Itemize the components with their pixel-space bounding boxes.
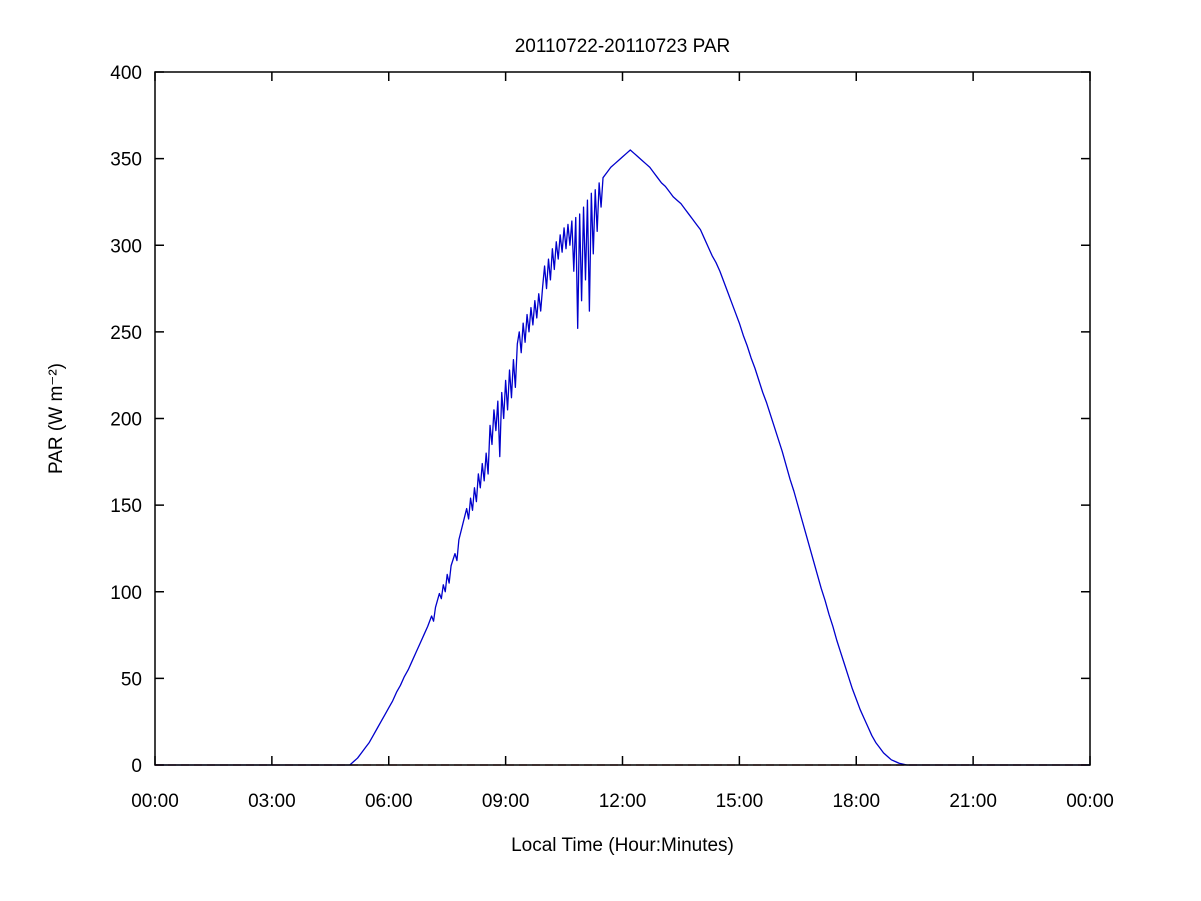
x-tick-label: 18:00 (832, 791, 880, 812)
x-tick-label: 12:00 (599, 791, 647, 812)
y-tick-label: 350 (110, 150, 142, 171)
plot-frame (154, 71, 1091, 766)
y-tick-label: 400 (110, 63, 142, 84)
x-tick-label: 03:00 (248, 791, 296, 812)
y-tick-label: 150 (110, 496, 142, 517)
x-axis-label: Local Time (Hour:Minutes) (511, 835, 734, 856)
y-tick-label: 100 (110, 583, 142, 604)
y-tick-label: 0 (131, 756, 142, 777)
plot-background (155, 72, 1090, 765)
x-tick-label: 21:00 (949, 791, 997, 812)
x-tick-label: 06:00 (365, 791, 413, 812)
series-PAR (155, 149, 1090, 766)
y-tick-label: 250 (110, 323, 142, 344)
x-tick-label: 00:00 (131, 791, 179, 812)
y-tick-label: 200 (110, 410, 142, 431)
y-tick-label: 50 (121, 669, 142, 690)
chart-title: 20110722-20110723 PAR (515, 36, 731, 57)
x-tick-label: 09:00 (482, 791, 530, 812)
y-axis-label: PAR (W m⁻²) (46, 363, 67, 474)
y-tick-label: 300 (110, 236, 142, 257)
x-tick-label: 00:00 (1066, 791, 1114, 812)
x-tick-label: 15:00 (716, 791, 764, 812)
